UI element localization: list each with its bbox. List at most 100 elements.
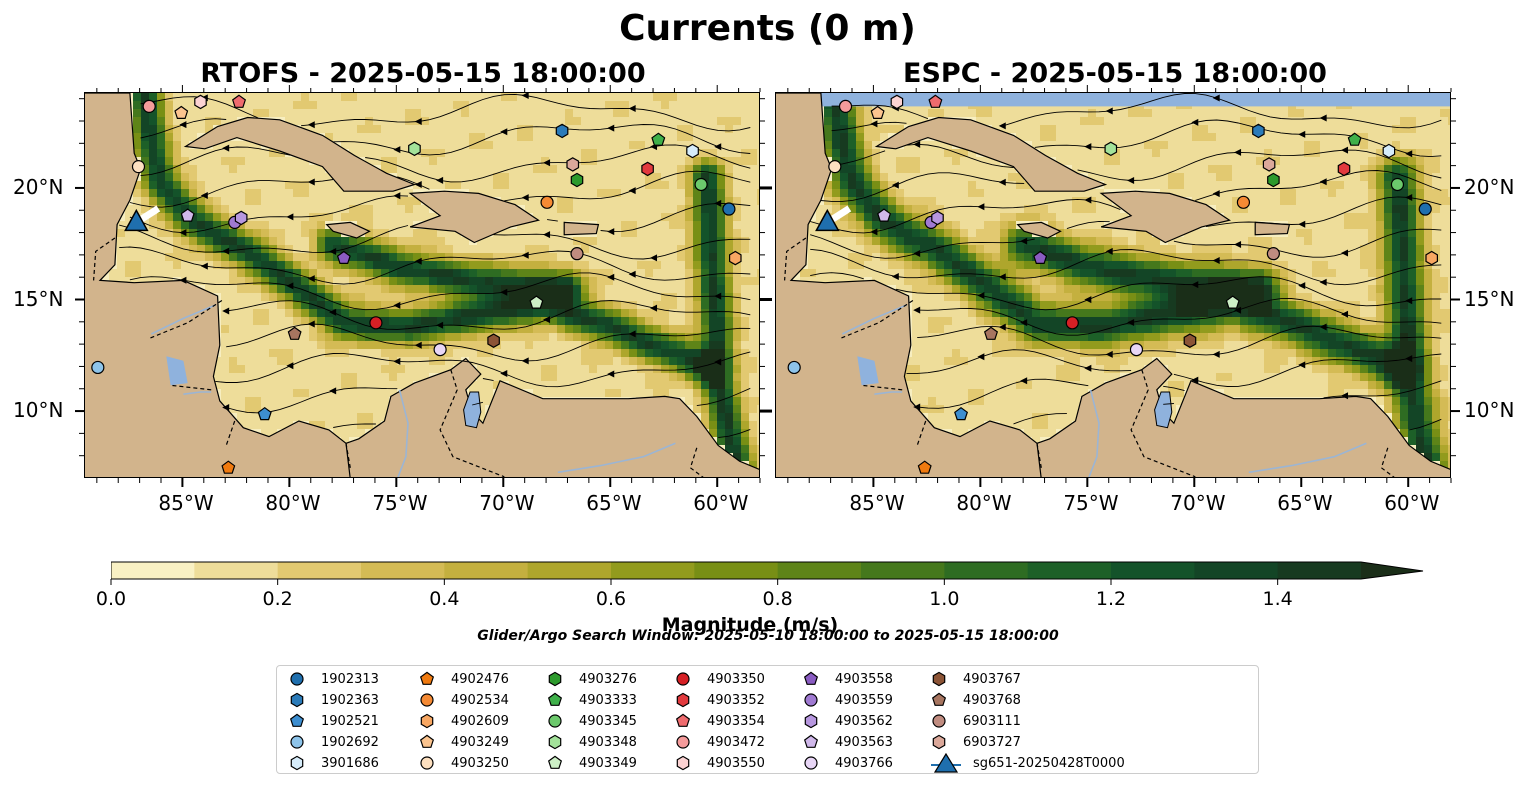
float-1902313-marker[interactable] [722, 202, 736, 216]
float-1902692-marker[interactable] [787, 360, 801, 375]
float-4903354-marker[interactable] [231, 94, 247, 108]
circle-legend-icon[interactable] [420, 756, 434, 770]
pentagon-legend-icon[interactable] [547, 692, 563, 706]
float-4903276-marker[interactable] [570, 172, 584, 188]
circle-legend-icon[interactable] [676, 672, 690, 686]
float-4903354-marker[interactable] [928, 94, 943, 108]
pentagon-legend-icon[interactable] [289, 713, 305, 727]
colorbar-segment [527, 562, 612, 579]
float-4903345-marker[interactable] [694, 177, 708, 192]
float-6903727-marker[interactable] [1262, 157, 1276, 172]
float-4902476-marker[interactable] [221, 460, 236, 474]
float-1902313-marker[interactable] [1418, 202, 1432, 216]
float-1902521-marker[interactable] [257, 406, 272, 421]
float-4903348-marker[interactable] [1104, 141, 1118, 157]
float-4903562-marker[interactable] [234, 210, 248, 226]
float-4903550-marker[interactable] [194, 94, 207, 110]
hexagon-legend-icon[interactable] [932, 734, 946, 750]
pentagon-legend-icon[interactable] [419, 734, 435, 748]
float-6903111-marker[interactable] [570, 247, 584, 261]
circle-legend-icon[interactable] [420, 693, 434, 707]
float-4903768-marker[interactable] [983, 326, 999, 340]
circle-legend-icon[interactable] [804, 693, 818, 707]
float-4903349-marker[interactable] [1225, 295, 1240, 309]
lat-tick-label: 15°N [13, 286, 64, 311]
float-6903727-marker[interactable] [566, 157, 580, 172]
float-4903333-marker[interactable] [1347, 132, 1362, 146]
hexagon-legend-icon [290, 755, 304, 771]
float-4903350-marker[interactable] [369, 316, 383, 330]
float-4903249-marker[interactable] [174, 105, 189, 119]
float-1902363-marker[interactable] [555, 123, 569, 139]
hexagon-legend-icon[interactable] [290, 755, 304, 771]
espc-current-map[interactable] [775, 92, 1451, 478]
pentagon-legend-icon[interactable] [675, 713, 691, 727]
float-4903250-marker[interactable] [131, 160, 146, 174]
circle-legend-icon[interactable] [804, 756, 818, 770]
circle-legend-icon[interactable] [548, 714, 562, 728]
float-4903558-marker[interactable] [1033, 250, 1048, 264]
float-4903563-marker[interactable] [180, 208, 195, 222]
float-4903349-marker[interactable] [529, 295, 544, 309]
float-4902609-marker[interactable] [728, 250, 742, 266]
lon-tick-label: 75°W [372, 491, 428, 515]
country-border [916, 420, 927, 446]
float-4903333-marker[interactable] [651, 132, 666, 146]
float-4903472-marker[interactable] [838, 99, 853, 113]
float-1902692-marker[interactable] [91, 360, 105, 375]
circle-legend-icon[interactable] [676, 735, 690, 749]
hexagon-legend-icon[interactable] [290, 692, 304, 708]
circle-legend-icon[interactable] [932, 714, 946, 728]
hexagon-legend-icon[interactable] [548, 734, 562, 750]
circle-legend-icon [420, 756, 434, 770]
hexagon-legend-icon[interactable] [420, 713, 434, 729]
float-4903250-marker[interactable] [828, 160, 842, 174]
float-4903352-marker[interactable] [1337, 161, 1351, 177]
float-4903352-marker[interactable] [641, 161, 654, 177]
float-4902534-marker[interactable] [540, 195, 554, 209]
pentagon-legend-icon[interactable] [803, 671, 819, 685]
float-4903350-marker[interactable] [1065, 316, 1079, 330]
float-4903472-marker[interactable] [142, 99, 156, 113]
float-6903111-marker[interactable] [1266, 247, 1280, 261]
float-4903348-marker[interactable] [408, 141, 421, 157]
float-4903249-marker[interactable] [870, 105, 885, 119]
float-4903562-marker[interactable] [931, 210, 944, 226]
colorbar-tick-label: 0.4 [429, 588, 460, 610]
float-3901686-marker[interactable] [1382, 143, 1396, 159]
float-4903766-marker[interactable] [433, 342, 447, 357]
float-4903276-marker[interactable] [1267, 172, 1280, 188]
pentagon-legend-icon[interactable] [803, 734, 819, 748]
float-4902476-marker[interactable] [917, 460, 932, 474]
hexagon-legend-icon[interactable] [804, 713, 818, 729]
glider-sg651-marker[interactable] [815, 208, 840, 232]
float-4903767-marker[interactable] [487, 333, 500, 348]
hexagon-legend-icon[interactable] [548, 671, 562, 687]
float-4903558-marker[interactable] [336, 250, 351, 264]
float-4903766-marker[interactable] [1129, 342, 1144, 357]
pentagon-legend-icon[interactable] [419, 671, 435, 685]
hexagon-legend-icon[interactable] [676, 692, 690, 708]
float-4903768-marker[interactable] [287, 326, 302, 340]
hexagon-legend-icon[interactable] [932, 671, 946, 687]
float-4903550-marker[interactable] [890, 94, 904, 110]
rtofs-current-map[interactable] [84, 92, 760, 478]
legend-label: 4902534 [451, 692, 509, 708]
hexagon-legend-icon [676, 755, 690, 771]
float-4902609-marker[interactable] [1425, 250, 1439, 266]
glider-sg651-marker[interactable] [124, 208, 149, 232]
streamlines [810, 93, 1442, 431]
float-4903767-marker[interactable] [1183, 333, 1197, 348]
pentagon-legend-icon[interactable] [931, 692, 947, 706]
float-1902521-marker[interactable] [954, 406, 969, 421]
pentagon-legend-icon[interactable] [547, 755, 563, 769]
float-4902534-marker[interactable] [1236, 195, 1251, 209]
float-1902363-marker[interactable] [1252, 123, 1265, 139]
float-4903345-marker[interactable] [1390, 177, 1405, 192]
circle-legend-icon[interactable] [290, 672, 304, 686]
float-3901686-marker[interactable] [686, 143, 699, 159]
circle-legend-icon[interactable] [290, 735, 304, 749]
hexagon-legend-icon[interactable] [676, 755, 690, 771]
float-4903563-marker[interactable] [877, 208, 892, 222]
legend-label: 4902609 [451, 713, 509, 729]
